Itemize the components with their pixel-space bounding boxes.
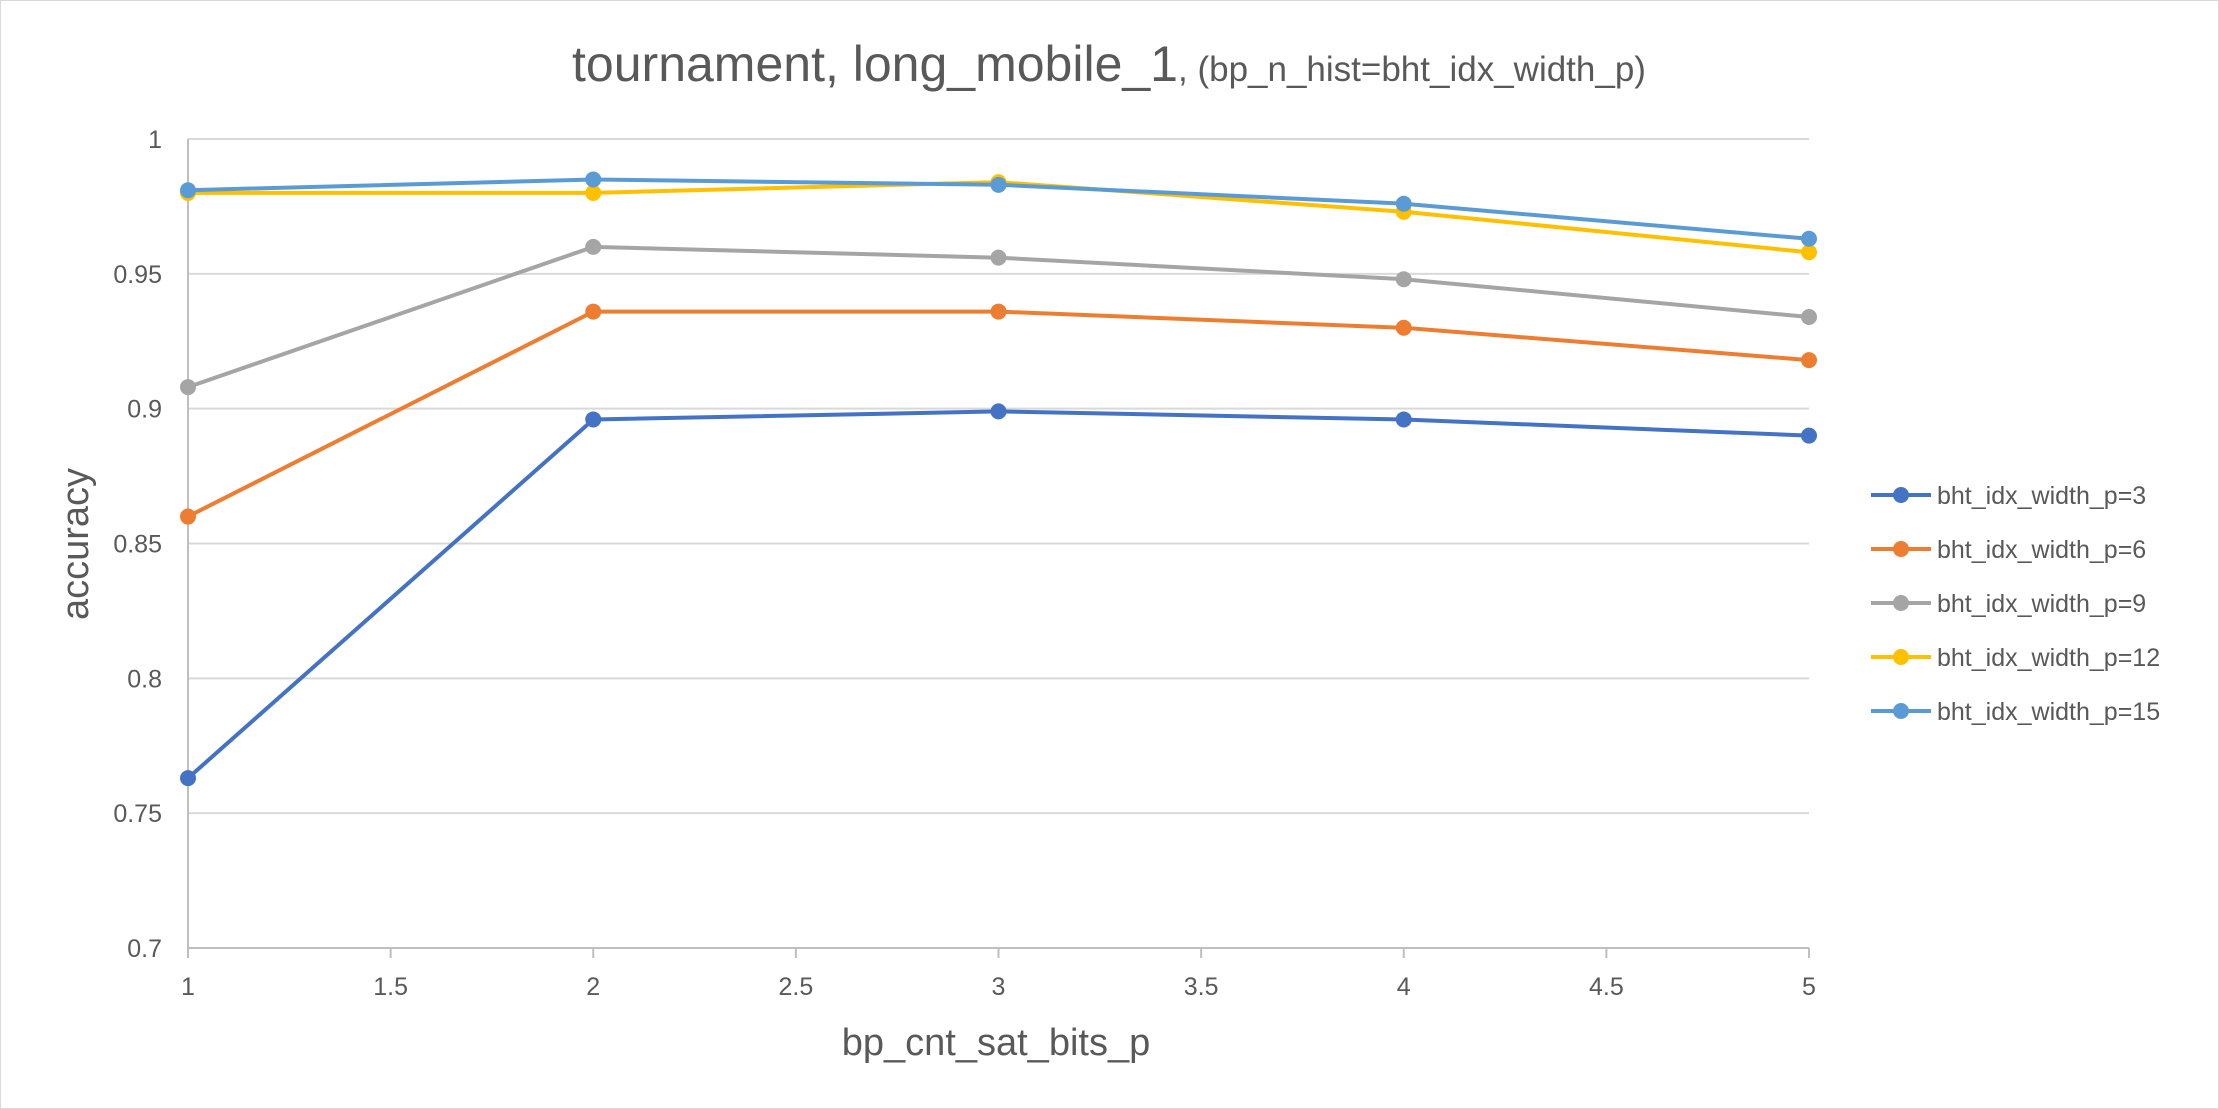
x-tick-label: 4.5 — [1589, 973, 1624, 1001]
x-tick-label: 2 — [586, 973, 600, 1001]
legend-item: bht_idx_width_p=6 — [1871, 536, 2146, 564]
y-tick-label: 0.7 — [127, 935, 162, 963]
y-tick-label: 0.75 — [113, 800, 162, 828]
data-point — [180, 379, 196, 396]
data-point — [1801, 352, 1817, 369]
x-tick-label: 4 — [1397, 973, 1411, 1001]
x-tick-label: 3.5 — [1184, 973, 1219, 1001]
legend-swatch-marker — [1893, 649, 1909, 665]
legend-swatch-marker — [1893, 487, 1909, 503]
x-tick-label: 2.5 — [778, 973, 813, 1001]
x-tick-label: 5 — [1802, 973, 1816, 1001]
legend-item: bht_idx_width_p=3 — [1871, 482, 2146, 510]
y-tick-label: 0.95 — [113, 261, 162, 289]
axes — [187, 139, 1810, 958]
series-2 — [180, 303, 1817, 525]
legend-item: bht_idx_width_p=9 — [1871, 590, 2146, 618]
data-point — [1801, 230, 1817, 247]
x-tick-label: 3 — [992, 973, 1006, 1001]
chart-title-main: tournament, long_mobile_1 — [572, 36, 1178, 92]
legend-item: bht_idx_width_p=15 — [1871, 698, 2160, 726]
legend-swatch-marker — [1893, 595, 1909, 611]
y-tick-label: 0.85 — [113, 531, 162, 559]
legend-swatch-marker — [1893, 541, 1909, 557]
y-axis-ticks: 0.7 0.75 0.8 0.85 0.9 0.95 1 — [113, 126, 162, 963]
series-1 — [180, 403, 1817, 787]
y-axis-title: accuracy — [55, 468, 97, 620]
data-point — [180, 508, 196, 525]
x-tick-label: 1.5 — [373, 973, 408, 1001]
data-point — [585, 238, 602, 255]
x-axis-title: bp_cnt_sat_bits_p — [842, 1022, 1150, 1064]
data-point — [990, 176, 1007, 193]
data-point — [585, 303, 602, 320]
legend-label: bht_idx_width_p=6 — [1937, 536, 2146, 564]
data-point — [585, 411, 602, 428]
data-point — [1801, 308, 1817, 325]
data-point — [1395, 195, 1412, 212]
legend-label: bht_idx_width_p=3 — [1937, 482, 2146, 510]
x-tick-label: 1 — [181, 973, 195, 1001]
gridlines — [188, 138, 1809, 815]
series-3 — [180, 238, 1817, 396]
legend-item: bht_idx_width_p=12 — [1871, 644, 2160, 672]
series-5 — [180, 171, 1817, 247]
legend-swatch-marker — [1893, 703, 1909, 719]
data-point — [1801, 244, 1817, 261]
data-point — [990, 249, 1007, 266]
data-point — [585, 184, 602, 201]
series-line — [186, 409, 1811, 781]
legend-label: bht_idx_width_p=15 — [1937, 698, 2160, 726]
chart-title-sub: , (bp_n_hist=bht_idx_width_p) — [1178, 50, 1646, 89]
data-point — [180, 182, 196, 199]
series-lines — [180, 171, 1817, 787]
legend-label: bht_idx_width_p=9 — [1937, 590, 2146, 618]
y-tick-label: 1 — [148, 126, 162, 154]
data-point — [180, 770, 196, 787]
legend-label: bht_idx_width_p=12 — [1937, 644, 2160, 672]
chart-title: tournament, long_mobile_1, (bp_n_hist=bh… — [572, 36, 1646, 92]
data-point — [1801, 427, 1817, 444]
y-tick-label: 0.8 — [127, 665, 162, 693]
data-point — [1395, 411, 1412, 428]
data-point — [1395, 319, 1412, 336]
data-point — [990, 403, 1007, 420]
data-point — [585, 171, 602, 188]
x-axis-ticks: 1 1.5 2 2.5 3 3.5 4 4.5 5 — [181, 973, 1816, 1001]
data-point — [990, 303, 1007, 320]
legend: bht_idx_width_p=3 bht_idx_width_p=6 bht_id… — [1871, 482, 2160, 726]
data-point — [1395, 271, 1412, 288]
y-tick-label: 0.9 — [127, 396, 162, 424]
